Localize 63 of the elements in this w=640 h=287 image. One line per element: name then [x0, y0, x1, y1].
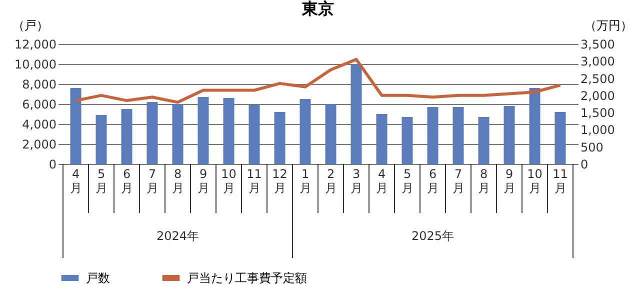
bar [300, 99, 311, 164]
y2-tick-label: 1,500 [580, 106, 615, 120]
bar [427, 107, 438, 164]
x-tick-label: 10月 [527, 167, 542, 195]
bar [350, 64, 362, 164]
x-tick-label: 1月 [299, 167, 312, 195]
x-tick-label: 11月 [552, 167, 568, 195]
y-tick-label: 0 [48, 158, 56, 172]
y2-tick-label: 2,000 [580, 88, 615, 103]
bar [376, 114, 388, 164]
y2-axis-title: （万円） [584, 18, 632, 32]
y-tick-label: 6,000 [22, 98, 56, 112]
x-tick-label: 6月 [426, 167, 439, 195]
x-tick-label: 11月 [246, 167, 262, 195]
y2-tick-label: 1,000 [580, 123, 615, 138]
bar [223, 98, 234, 164]
y2-tick-label: 3,000 [580, 54, 615, 69]
x-tick-label: 3月 [350, 167, 362, 195]
x-tick-label: 7月 [452, 167, 464, 195]
chart-title: 東京 [301, 0, 334, 18]
x-tick-label: 5月 [401, 167, 414, 195]
x-tick-label: 12月 [272, 167, 288, 195]
x-tick-label: 5月 [95, 167, 108, 195]
bar [325, 104, 336, 164]
bar [121, 109, 132, 164]
x-tick-label: 6月 [120, 167, 133, 195]
bar [96, 115, 107, 164]
y-tick-label: 12,000 [14, 38, 56, 52]
bar [70, 88, 82, 164]
x-tick-label: 2月 [324, 167, 337, 195]
bar [198, 97, 209, 164]
bar [452, 107, 464, 164]
x-tick-label: 8月 [172, 167, 184, 195]
y2-tick-label: 500 [580, 140, 604, 154]
y-tick-label: 4,000 [22, 118, 56, 132]
bar [504, 106, 515, 164]
bar [402, 117, 413, 164]
y-tick-label: 2,000 [22, 138, 56, 152]
y2-tick-label: 0 [580, 158, 588, 172]
bar [274, 112, 286, 164]
bar [248, 105, 260, 164]
y-tick-label: 10,000 [14, 58, 56, 72]
y-tick-label: 8,000 [22, 78, 56, 92]
x-tick-label: 7月 [146, 167, 158, 195]
legend-label: 戸当たり工事費予定額 [187, 271, 307, 285]
text: 2024年 [156, 229, 200, 243]
y-axis-title: （戸） [12, 18, 48, 32]
bar [554, 112, 566, 164]
y2-tick-label: 2,500 [580, 72, 615, 86]
text: 2025年 [411, 229, 454, 243]
x-tick-label: 4月 [70, 167, 82, 195]
line-series [74, 58, 562, 104]
x-tick-label: 10月 [221, 167, 236, 195]
bar [529, 88, 540, 164]
bar [172, 104, 184, 164]
x-tick-label: 9月 [503, 167, 516, 195]
y2-tick-label: 3,500 [580, 38, 615, 52]
bar [146, 102, 158, 164]
x-tick-label: 8月 [478, 167, 490, 195]
bar [478, 117, 490, 164]
x-tick-label: 4月 [376, 167, 388, 195]
x-tick-label: 9月 [197, 167, 210, 195]
legend-label: 戸数 [86, 271, 110, 285]
